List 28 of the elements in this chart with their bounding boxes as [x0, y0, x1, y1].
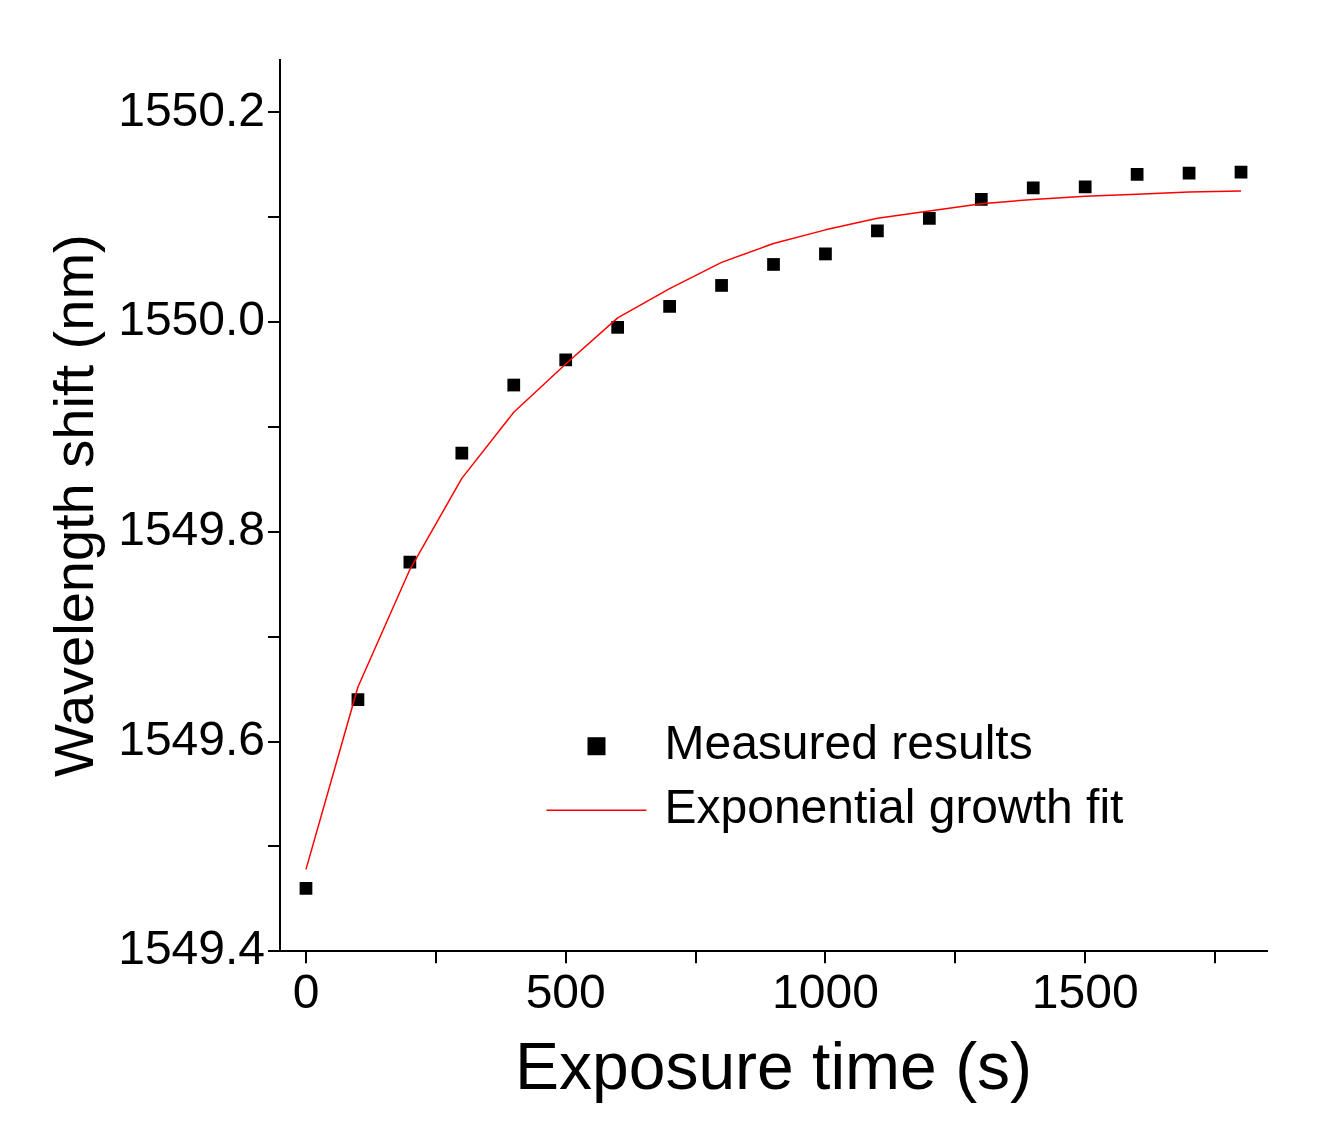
x-axis-title: Exposure time (s): [514, 1028, 1033, 1103]
point: [611, 321, 625, 334]
point: [1026, 181, 1040, 195]
y-axis-title: Wavelength shift (nm): [42, 234, 106, 777]
y-tick-label: 1549.6: [118, 711, 266, 765]
point: [767, 258, 780, 271]
point: [1130, 167, 1144, 181]
point: [663, 300, 676, 313]
x-tick-label: 0: [292, 965, 320, 1019]
point: [819, 247, 832, 261]
x-tick-label: 1500: [1031, 965, 1139, 1019]
point: [1234, 165, 1248, 179]
point: [871, 224, 884, 238]
y-tick-label: 1550.2: [118, 82, 266, 136]
point: [715, 279, 728, 292]
point: [299, 881, 313, 895]
point: [455, 446, 469, 460]
point: [1182, 166, 1196, 180]
y-tick-label: 1549.4: [118, 921, 266, 975]
x-tick-label: 1000: [772, 965, 879, 1019]
legend-label: Measured results: [664, 716, 1033, 770]
y-tick-label: 1550.0: [118, 292, 266, 346]
point: [507, 378, 521, 392]
legend-label: Exponential growth fit: [664, 780, 1124, 834]
point: [922, 211, 936, 225]
x-tick-label: 500: [525, 965, 606, 1019]
point: [1078, 180, 1092, 194]
y-tick-label: 1549.8: [118, 502, 266, 556]
